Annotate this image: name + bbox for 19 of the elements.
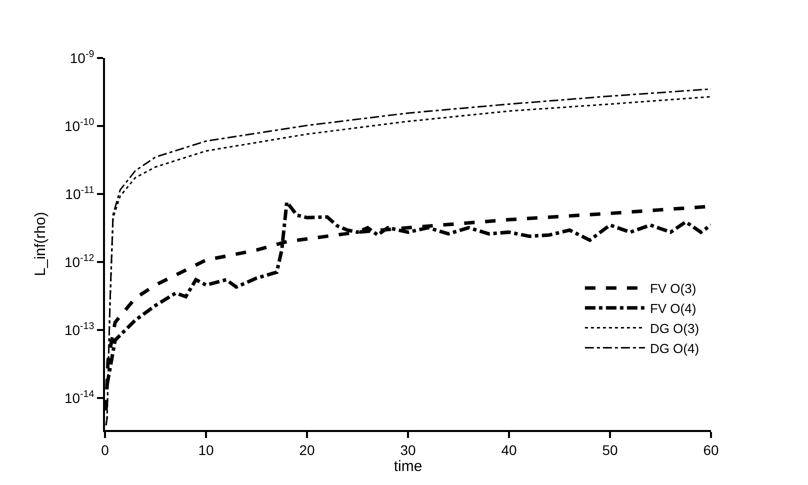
- y-tick-label: 10$^{-9}$: [70, 49, 94, 66]
- legend-label: DG O(3): [650, 320, 700, 336]
- y-tick-label: 10$^{-11}$: [65, 185, 94, 202]
- x-tick-label: 20: [299, 442, 315, 458]
- y-tick-label: 10$^{-12}$: [64, 253, 94, 270]
- legend-label: FV O(3): [650, 281, 696, 296]
- x-tick-label: 0: [101, 442, 110, 458]
- x-tick-label: 10: [198, 442, 214, 458]
- x-axis-title: time: [394, 458, 422, 475]
- y-tick-label: 10$^{-13}$: [64, 321, 95, 338]
- x-tick-label: 30: [400, 442, 416, 458]
- y-tick-label: 10$^{-10}$: [64, 117, 95, 134]
- x-tick-label: 40: [501, 442, 517, 458]
- x-tick-label: 50: [602, 442, 618, 458]
- legend-label: DG O(4): [650, 340, 700, 356]
- y-axis-title: L_inf(rho): [32, 212, 50, 276]
- x-tick-label: 60: [703, 442, 719, 458]
- y-tick-label: 10$^{-14}$: [64, 389, 95, 406]
- legend-label: FV O(4): [650, 300, 696, 316]
